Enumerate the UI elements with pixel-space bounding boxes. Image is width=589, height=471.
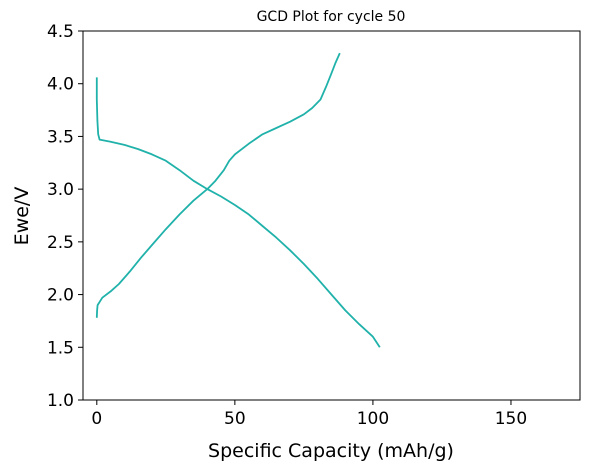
- plot-frame: [83, 31, 580, 400]
- plot-area: [83, 31, 580, 400]
- charge-curve: [97, 53, 340, 318]
- y-tick-label: 2.5: [47, 233, 74, 253]
- x-tick-label: 100: [357, 409, 389, 429]
- x-axis-ticks: 0 50 100 150: [91, 400, 527, 429]
- y-tick-label: 3.5: [47, 127, 74, 147]
- x-tick-label: 150: [495, 409, 527, 429]
- x-tick-label: 50: [224, 409, 246, 429]
- y-axis-ticks: 1.0 1.5 2.0 2.5 3.0 3.5 4.0 4.5: [47, 22, 83, 411]
- y-tick-label: 3.0: [47, 180, 74, 200]
- y-tick-label: 1.0: [47, 391, 74, 411]
- x-axis-label: Specific Capacity (mAh/g): [208, 440, 454, 462]
- y-tick-label: 2.0: [47, 286, 74, 306]
- series-lines: [97, 53, 380, 347]
- y-axis-label: Ewe/V: [11, 187, 33, 246]
- discharge-curve: [97, 77, 380, 347]
- chart-title: GCD Plot for cycle 50: [257, 9, 406, 25]
- y-tick-label: 1.5: [47, 338, 74, 358]
- x-tick-label: 0: [91, 409, 102, 429]
- y-tick-label: 4.0: [47, 75, 74, 95]
- y-tick-label: 4.5: [47, 22, 74, 42]
